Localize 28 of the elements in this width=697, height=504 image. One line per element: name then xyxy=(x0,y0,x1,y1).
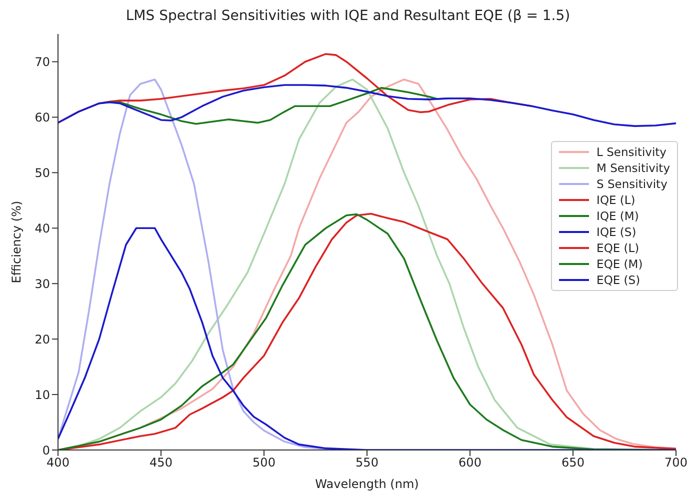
x-axis-title: Wavelength (nm) xyxy=(315,477,419,491)
y-tick-label: 20 xyxy=(34,332,50,346)
legend-label: IQE (L) xyxy=(596,193,636,207)
legend-label: EQE (L) xyxy=(596,241,640,255)
legend-label: EQE (S) xyxy=(596,273,640,287)
legend-label: L Sensitivity xyxy=(596,145,666,159)
legend-label: EQE (M) xyxy=(596,257,643,271)
x-tick-label: 700 xyxy=(664,456,688,470)
y-tick-label: 70 xyxy=(34,54,50,69)
x-tick-label: 650 xyxy=(562,456,584,470)
y-axis-title: Efficiency (%) xyxy=(9,200,24,284)
y-tick-label: 40 xyxy=(34,221,50,236)
y-tick-label: 60 xyxy=(34,110,50,124)
x-tick-label: 400 xyxy=(46,456,70,470)
legend-label: IQE (M) xyxy=(596,209,639,223)
y-tick-label: 30 xyxy=(34,276,50,291)
x-tick-label: 500 xyxy=(252,456,276,470)
chart-title: LMS Spectral Sensitivities with IQE and Resultant EQE (β = 1.5) xyxy=(124,8,572,26)
x-tick-label: 550 xyxy=(356,456,378,470)
y-tick-label: 10 xyxy=(34,388,50,402)
line-series xyxy=(58,84,676,127)
y-tick-label: 0 xyxy=(42,443,50,458)
x-tick-label: 600 xyxy=(458,456,482,470)
legend-label: IQE (S) xyxy=(596,225,636,239)
legend-label: S Sensitivity xyxy=(596,177,668,191)
y-tick-label: 50 xyxy=(34,166,50,180)
x-tick-label: 450 xyxy=(150,456,172,470)
legend-label: M Sensitivity xyxy=(596,161,670,175)
